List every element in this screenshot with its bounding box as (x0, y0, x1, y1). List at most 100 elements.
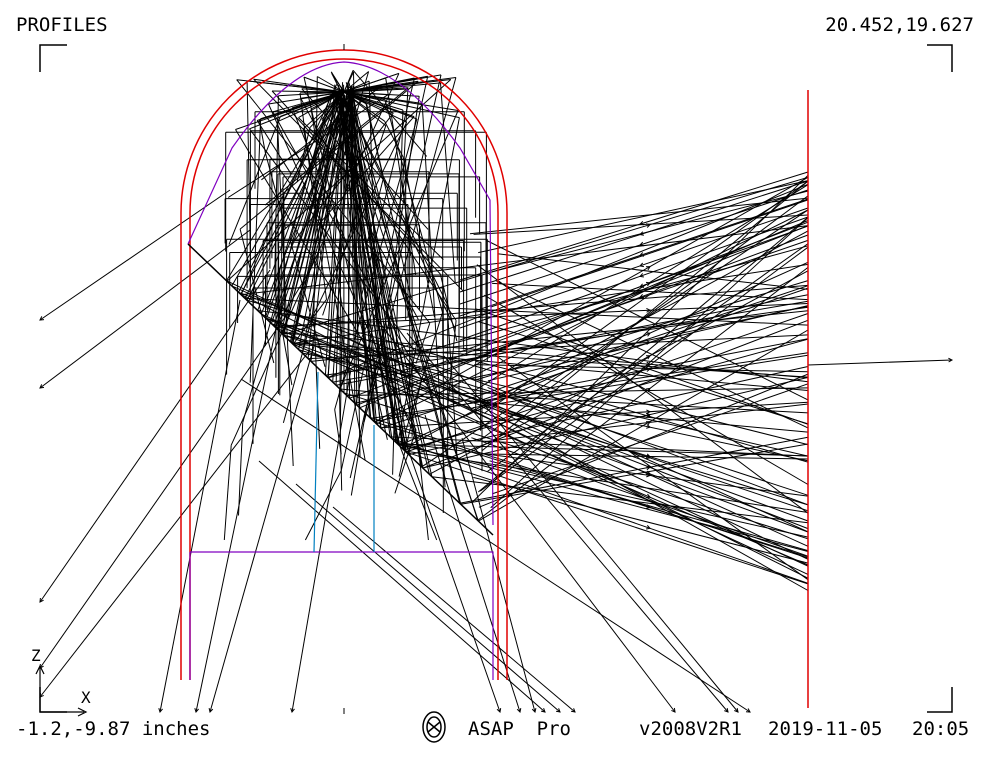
ray-segment (478, 180, 809, 254)
ray-segment (365, 177, 384, 250)
ray-segment (338, 390, 343, 491)
ray-segment (487, 386, 809, 533)
ray-segment (332, 506, 576, 713)
ray-segment (300, 98, 419, 320)
ray-segment (349, 221, 809, 399)
ray-segment (498, 395, 809, 414)
ray-segment (240, 378, 751, 713)
ray-arrowhead (646, 454, 651, 460)
ray-segment (406, 332, 729, 713)
ray-segment (343, 70, 354, 93)
ray-segment (303, 76, 388, 440)
ray-segment (490, 217, 809, 509)
fold-mirror (187, 243, 494, 536)
housing-outer (180, 49, 508, 680)
top-coordinates: 20.452,19.627 (825, 14, 974, 36)
ray-segment (354, 305, 809, 404)
plot-title: PROFILES (16, 14, 108, 36)
ray-segment (421, 103, 446, 488)
ray-segment (310, 71, 370, 269)
ray-segment (282, 317, 313, 424)
ray-segment (475, 360, 809, 446)
ray-segment (235, 129, 417, 431)
ray-segment (317, 76, 345, 93)
ray-segment (477, 403, 809, 591)
ray-arrowhead (639, 262, 644, 268)
ray-segment (474, 364, 809, 373)
ray-segment (240, 84, 338, 295)
ray-segment (478, 321, 809, 425)
ray-segment (298, 91, 345, 119)
ray-segment (322, 125, 387, 316)
ray-segment (459, 198, 809, 317)
ray-arrowhead (39, 384, 45, 389)
ray-segment (490, 199, 809, 308)
ray-arrowhead (39, 597, 44, 603)
ray-segment (291, 368, 352, 713)
ray-segment (380, 285, 809, 429)
ray-segment (376, 322, 382, 366)
ray-segment (311, 121, 408, 318)
ray-arrowhead (639, 293, 645, 299)
ray-segment (330, 71, 456, 330)
ray-segment (256, 120, 292, 175)
housing-inner (189, 58, 499, 680)
ray-segment (195, 322, 278, 713)
ray-segment (39, 309, 291, 669)
ray-segment (353, 71, 361, 458)
ray-segment (402, 230, 809, 450)
ray-segment (343, 91, 460, 119)
ray-segment (258, 460, 546, 713)
ray-segment (395, 441, 809, 497)
ray-segment (343, 91, 418, 120)
ray-segment (339, 307, 343, 426)
ray-segment (295, 483, 561, 713)
ray-segment (459, 216, 809, 341)
ray-arrowhead (646, 307, 652, 313)
ray-segment (343, 91, 404, 111)
ray-segment (350, 399, 369, 496)
ray-arrowhead (638, 231, 644, 236)
ray-segment (334, 118, 418, 410)
ray-segment (247, 80, 345, 93)
ray-segment (446, 303, 458, 462)
ray-segment (343, 71, 369, 93)
ray-arrowhead (724, 707, 729, 713)
ray-arrowhead (639, 241, 644, 247)
ray-segment (481, 287, 809, 401)
ray-segment (291, 342, 809, 378)
ray-arrowhead (496, 708, 502, 713)
ray-segment (282, 176, 809, 336)
ray-segment (459, 180, 809, 293)
ray-segment (483, 180, 809, 414)
ray-arrowhead (639, 283, 645, 288)
ray-segment (292, 96, 345, 344)
ray-segment (313, 314, 321, 449)
ray-segment (366, 103, 384, 178)
ray-segment (352, 69, 428, 157)
software-version: v2008V2R1 (639, 718, 742, 740)
ray-arrowhead (646, 409, 652, 415)
ray-segment (404, 450, 809, 513)
ray-segment (159, 299, 241, 713)
ray-segment (368, 81, 377, 323)
ray-segment (39, 229, 251, 389)
ray-segment (446, 320, 457, 413)
ray-segment (402, 157, 435, 318)
ray-segment (356, 225, 809, 406)
ray-segment (292, 96, 351, 345)
ray-segment (440, 82, 456, 283)
ray-segment (402, 88, 409, 185)
ray-segment (392, 109, 404, 475)
ray-segment (343, 87, 409, 93)
axis-triad (35, 664, 88, 717)
reflector-profile (187, 61, 494, 526)
ray-segment (459, 225, 809, 353)
ray-segment (238, 291, 809, 506)
ray-segment (487, 243, 809, 472)
ray-segment (303, 128, 366, 460)
bottom-coordinates: -1.2,-9.87 inches (16, 718, 211, 740)
mirror-support-left (313, 371, 319, 553)
ray-segment (289, 239, 326, 367)
